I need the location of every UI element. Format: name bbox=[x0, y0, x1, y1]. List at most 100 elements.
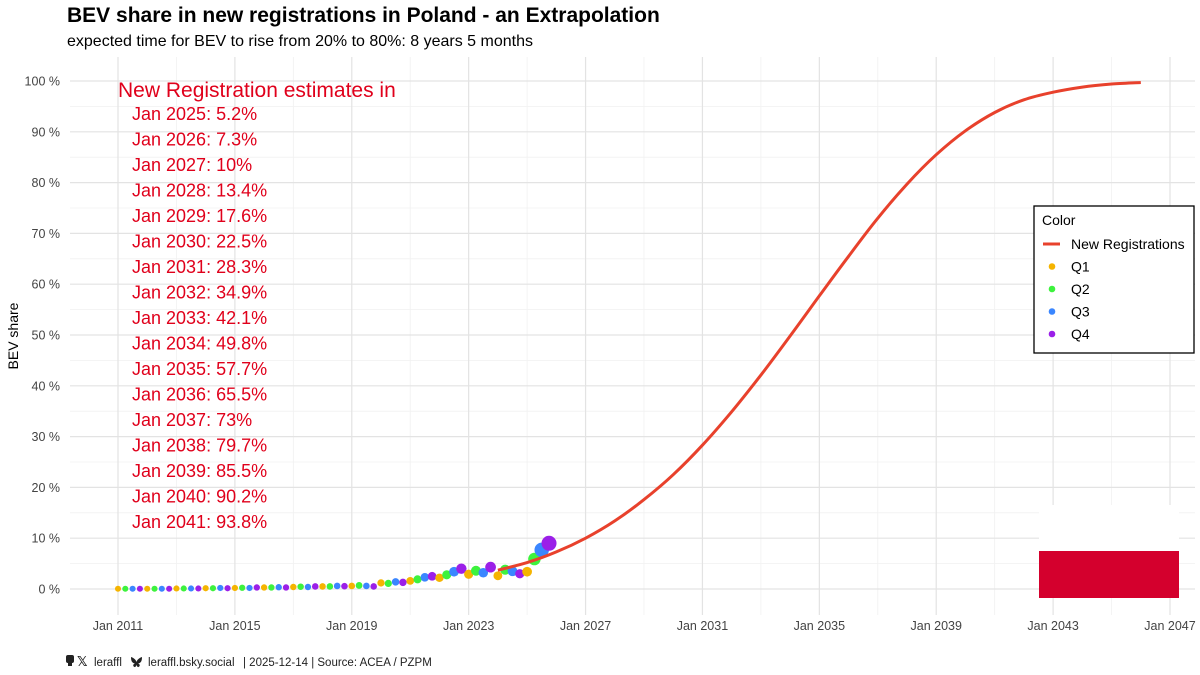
point-q2 bbox=[151, 585, 158, 592]
y-tick-label: 70 % bbox=[32, 227, 61, 241]
point-q4 bbox=[224, 585, 231, 592]
point-q2 bbox=[122, 585, 129, 592]
point-q2 bbox=[413, 575, 422, 584]
point-q2 bbox=[180, 585, 187, 592]
x-tick-label: Jan 2031 bbox=[677, 619, 728, 633]
point-q1 bbox=[290, 583, 297, 591]
annotation-line: Jan 2038: 79.7% bbox=[132, 436, 267, 456]
legend-label: New Registrations bbox=[1071, 236, 1185, 252]
point-q4 bbox=[541, 535, 557, 551]
point-q4 bbox=[311, 583, 319, 590]
flag-bottom bbox=[1039, 551, 1179, 598]
point-q1 bbox=[144, 585, 151, 592]
point-q3 bbox=[188, 585, 195, 592]
legend-key-point bbox=[1048, 285, 1056, 293]
y-tick-label: 50 % bbox=[32, 329, 61, 343]
point-q1 bbox=[319, 583, 326, 590]
legend-label: Q4 bbox=[1071, 326, 1090, 342]
point-q3 bbox=[363, 582, 370, 590]
y-tick-label: 60 % bbox=[32, 278, 61, 292]
point-q4 bbox=[485, 561, 496, 573]
point-q4 bbox=[195, 585, 202, 592]
x-tick-label: Jan 2019 bbox=[326, 619, 377, 633]
annotation-line: Jan 2036: 65.5% bbox=[132, 385, 267, 405]
point-q2 bbox=[268, 584, 275, 591]
y-tick-label: 40 % bbox=[32, 379, 61, 393]
y-tick-label: 20 % bbox=[32, 481, 61, 495]
x-tick-label: Jan 2015 bbox=[209, 619, 260, 633]
point-q3 bbox=[246, 584, 253, 592]
point-q2 bbox=[470, 565, 481, 576]
point-q4 bbox=[341, 582, 348, 590]
point-q3 bbox=[420, 573, 430, 582]
point-q3 bbox=[217, 584, 224, 592]
point-q1 bbox=[377, 579, 385, 587]
annotation-line: Jan 2027: 10% bbox=[132, 155, 252, 175]
x-tick-label: Jan 2043 bbox=[1027, 619, 1078, 633]
annotation-line: Jan 2026: 7.3% bbox=[132, 130, 257, 150]
annotation-line: Jan 2029: 17.6% bbox=[132, 206, 267, 226]
annotation-line: Jan 2039: 85.5% bbox=[132, 461, 267, 481]
x-tick-label: Jan 2035 bbox=[794, 619, 845, 633]
annotation-line: Jan 2030: 22.5% bbox=[132, 232, 267, 252]
legend-label: Q1 bbox=[1071, 259, 1090, 275]
point-q1 bbox=[435, 573, 444, 583]
x-axis-ticks: Jan 2011 Jan 2015 Jan 2019 Jan 2023 Jan 2027… bbox=[93, 619, 1196, 633]
legend-box bbox=[1033, 205, 1195, 354]
point-q4 bbox=[515, 569, 525, 579]
footer-source: | 2025-12-14 | Source: ACEA / PZPM bbox=[243, 657, 432, 669]
x-tick-label: Jan 2011 bbox=[93, 619, 144, 633]
point-q2 bbox=[297, 583, 304, 590]
flag-top bbox=[1039, 505, 1179, 551]
point-q3 bbox=[333, 582, 341, 590]
footer: 𝕏 leraffl leraffl.bsky.social | 2025-12-… bbox=[66, 654, 432, 669]
point-q3 bbox=[158, 585, 165, 592]
point-q1 bbox=[173, 585, 180, 592]
new-registrations-line bbox=[497, 81, 1141, 572]
annotation-line: Jan 2041: 93.8% bbox=[132, 512, 267, 532]
chart-subtitle: expected time for BEV to rise from 20% t… bbox=[67, 33, 533, 50]
point-q4 bbox=[166, 585, 173, 592]
point-q4 bbox=[456, 563, 467, 574]
footer-handle-x: leraffl bbox=[94, 657, 122, 669]
point-q3 bbox=[129, 585, 136, 592]
x-tick-label: Jan 2047 bbox=[1144, 619, 1195, 633]
grid-minor bbox=[70, 57, 1195, 615]
legend: Color New Registrations Q1 Q2 Q3 Q4 bbox=[1033, 205, 1195, 354]
point-q1 bbox=[493, 571, 503, 581]
legend-key-point bbox=[1048, 330, 1056, 338]
y-tick-label: 100 % bbox=[25, 75, 60, 89]
point-q1 bbox=[348, 582, 356, 590]
x-icon: 𝕏 bbox=[77, 654, 88, 669]
annotation-line: Jan 2037: 73% bbox=[132, 410, 252, 430]
point-q2 bbox=[384, 579, 392, 588]
point-q4 bbox=[136, 585, 143, 592]
y-axis-ticks: 0 % 10 % 20 % 30 % 40 % 50 % 60 % 70 % 80 % 90 % 1… bbox=[25, 75, 60, 597]
mastodon-icon bbox=[66, 655, 74, 666]
annotation-line: Jan 2031: 28.3% bbox=[132, 257, 267, 277]
point-q1 bbox=[114, 585, 122, 592]
legend-label: Q3 bbox=[1071, 304, 1090, 320]
annotation-line: Jan 2032: 34.9% bbox=[132, 283, 267, 303]
y-tick-label: 90 % bbox=[32, 125, 61, 139]
point-q1 bbox=[260, 584, 268, 591]
bluesky-icon bbox=[131, 657, 142, 668]
point-q4 bbox=[370, 583, 377, 590]
point-q4 bbox=[282, 584, 290, 591]
point-q3 bbox=[275, 584, 282, 591]
annotation-line: Jan 2033: 42.1% bbox=[132, 308, 267, 328]
point-q1 bbox=[406, 576, 415, 585]
annotation-line: Jan 2025: 5.2% bbox=[132, 104, 257, 124]
scatter-points bbox=[114, 535, 557, 592]
y-tick-label: 30 % bbox=[32, 430, 61, 444]
x-tick-label: Jan 2039 bbox=[911, 619, 962, 633]
annotation-line: Jan 2035: 57.7% bbox=[132, 359, 267, 379]
y-axis-label: BEV share bbox=[5, 302, 21, 369]
y-tick-label: 0 % bbox=[38, 583, 60, 597]
annotation-line: Jan 2040: 90.2% bbox=[132, 487, 267, 507]
annotation-heading: New Registration estimates in bbox=[118, 79, 396, 102]
point-q2 bbox=[355, 582, 363, 589]
legend-key-point bbox=[1048, 263, 1056, 270]
point-q2 bbox=[209, 585, 217, 592]
